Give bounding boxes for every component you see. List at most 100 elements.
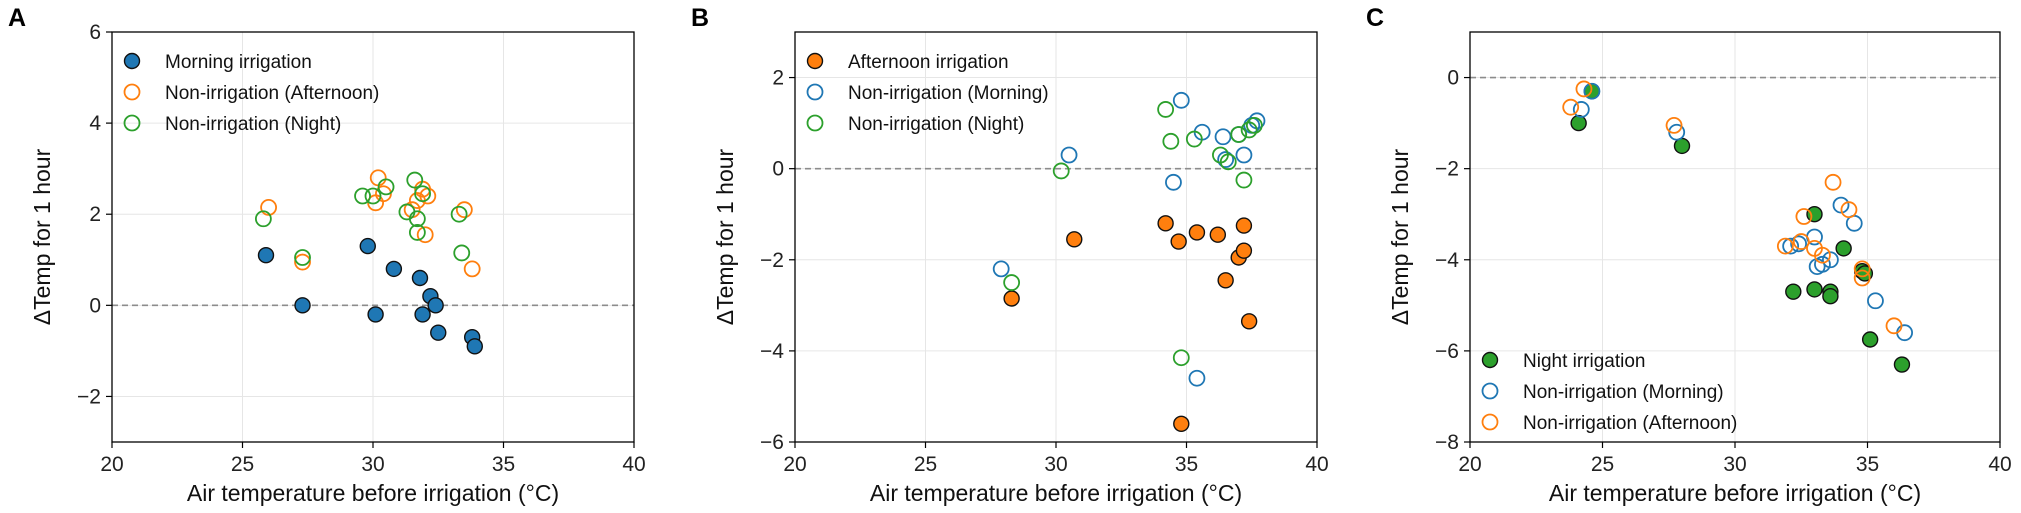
data-point	[1806, 206, 1823, 223]
data-point	[1562, 98, 1580, 116]
data-point	[254, 210, 272, 228]
series-1	[260, 169, 481, 278]
y-tick-label: −6	[760, 431, 784, 454]
data-point	[1782, 237, 1800, 255]
x-axis-label: Air temperature before irrigation (°C)	[1549, 480, 1921, 506]
data-point	[1235, 171, 1253, 189]
legend-marker	[806, 52, 824, 70]
data-point	[1235, 217, 1253, 234]
data-point	[1162, 132, 1180, 150]
data-point	[1795, 208, 1813, 225]
x-tick-label: 25	[914, 453, 937, 476]
panel-letter: C	[1366, 4, 1384, 32]
data-point	[1185, 130, 1203, 148]
x-axis-label: Air temperature before irrigation (°C)	[870, 480, 1242, 506]
data-point	[1188, 369, 1206, 387]
legend-label: Afternoon irrigation	[848, 52, 1009, 73]
legend-marker	[806, 83, 824, 101]
x-tick-label: 30	[361, 453, 384, 476]
data-point	[992, 260, 1010, 278]
legend-label: Non-irrigation (Morning)	[1523, 382, 1724, 403]
data-point	[1209, 226, 1227, 243]
data-point	[1214, 128, 1232, 146]
legend-marker	[1481, 413, 1499, 431]
legend-label: Non-irrigation (Afternoon)	[165, 83, 379, 104]
y-tick-label: 0	[89, 294, 101, 317]
x-tick-label: 40	[1305, 453, 1328, 476]
legend-label: Non-irrigation (Afternoon)	[1523, 413, 1737, 434]
x-axis-label: Air temperature before irrigation (°C)	[187, 480, 559, 506]
data-point	[1188, 224, 1206, 241]
legend-marker	[1481, 351, 1499, 369]
data-point	[1792, 233, 1810, 250]
legend-label: Non-irrigation (Night)	[165, 114, 341, 135]
data-point	[1172, 349, 1190, 367]
y-axis-label: ΔTemp for 1 hour	[29, 148, 55, 325]
data-point	[1814, 246, 1831, 264]
y-tick-label: −4	[1435, 249, 1459, 272]
data-point	[1003, 290, 1020, 307]
data-point	[1853, 269, 1871, 287]
x-tick-label: 40	[1988, 453, 2011, 476]
data-point	[1245, 116, 1263, 134]
x-tick-label: 25	[231, 453, 254, 476]
data-point	[1170, 233, 1187, 250]
legend-label: Morning irrigation	[165, 52, 312, 73]
data-point	[1172, 91, 1190, 109]
data-point	[463, 260, 481, 278]
data-point	[450, 205, 468, 223]
series-0	[1003, 215, 1258, 432]
data-point	[294, 297, 311, 314]
y-tick-label: −2	[1435, 158, 1459, 181]
legend: Afternoon irrigation Non-irrigation (Morn…	[806, 52, 1049, 135]
legend: Night irrigation Non-irrigation (Morning)…	[1481, 351, 1737, 434]
data-point	[354, 187, 371, 205]
data-point	[1583, 82, 1601, 100]
data-point	[408, 224, 426, 241]
data-point	[408, 210, 426, 228]
data-point	[1060, 146, 1078, 164]
x-tick-label: 35	[1856, 453, 1879, 476]
x-tick-label: 20	[100, 453, 123, 476]
data-point	[1066, 231, 1083, 248]
y-tick-label: 0	[1447, 67, 1459, 90]
data-point	[294, 253, 311, 271]
data-point	[1052, 162, 1070, 180]
data-point	[1832, 196, 1850, 214]
data-point	[1575, 80, 1593, 98]
x-tick-label: 30	[1044, 453, 1067, 476]
data-point	[1835, 240, 1852, 257]
panel-a: 20 25 30 35 40 −2 0 2 4 6 Air temperature before i…	[8, 4, 646, 506]
y-tick-label: −2	[77, 385, 101, 408]
legend-marker	[123, 114, 141, 132]
legend-marker	[123, 52, 141, 70]
data-point	[1240, 313, 1258, 330]
data-point	[1217, 151, 1235, 168]
series-1	[1572, 82, 1913, 342]
y-tick-label: −4	[760, 340, 784, 363]
data-point	[411, 269, 429, 287]
y-axis-label: ΔTemp for 1 hour	[1387, 148, 1413, 325]
y-tick-label: 2	[772, 67, 784, 90]
y-tick-label: −8	[1435, 431, 1459, 454]
series-0	[257, 237, 483, 355]
y-tick-label: 6	[89, 21, 101, 44]
data-point	[1790, 235, 1807, 253]
data-point	[1230, 126, 1248, 143]
data-point	[294, 249, 311, 266]
data-point	[1157, 215, 1174, 232]
data-point	[1893, 356, 1911, 373]
data-point	[377, 178, 395, 196]
data-point	[1840, 201, 1858, 219]
legend-label: Non-irrigation (Morning)	[848, 83, 1049, 104]
data-point	[1217, 272, 1234, 289]
series-2	[254, 171, 471, 266]
data-point	[1240, 121, 1258, 139]
data-point	[375, 185, 392, 203]
data-point	[364, 187, 382, 205]
x-tick-label: 25	[1591, 453, 1614, 476]
data-point	[398, 203, 416, 221]
legend: Morning irrigation Non-irrigation (Aftern…	[123, 52, 379, 135]
legend-marker	[806, 114, 824, 132]
